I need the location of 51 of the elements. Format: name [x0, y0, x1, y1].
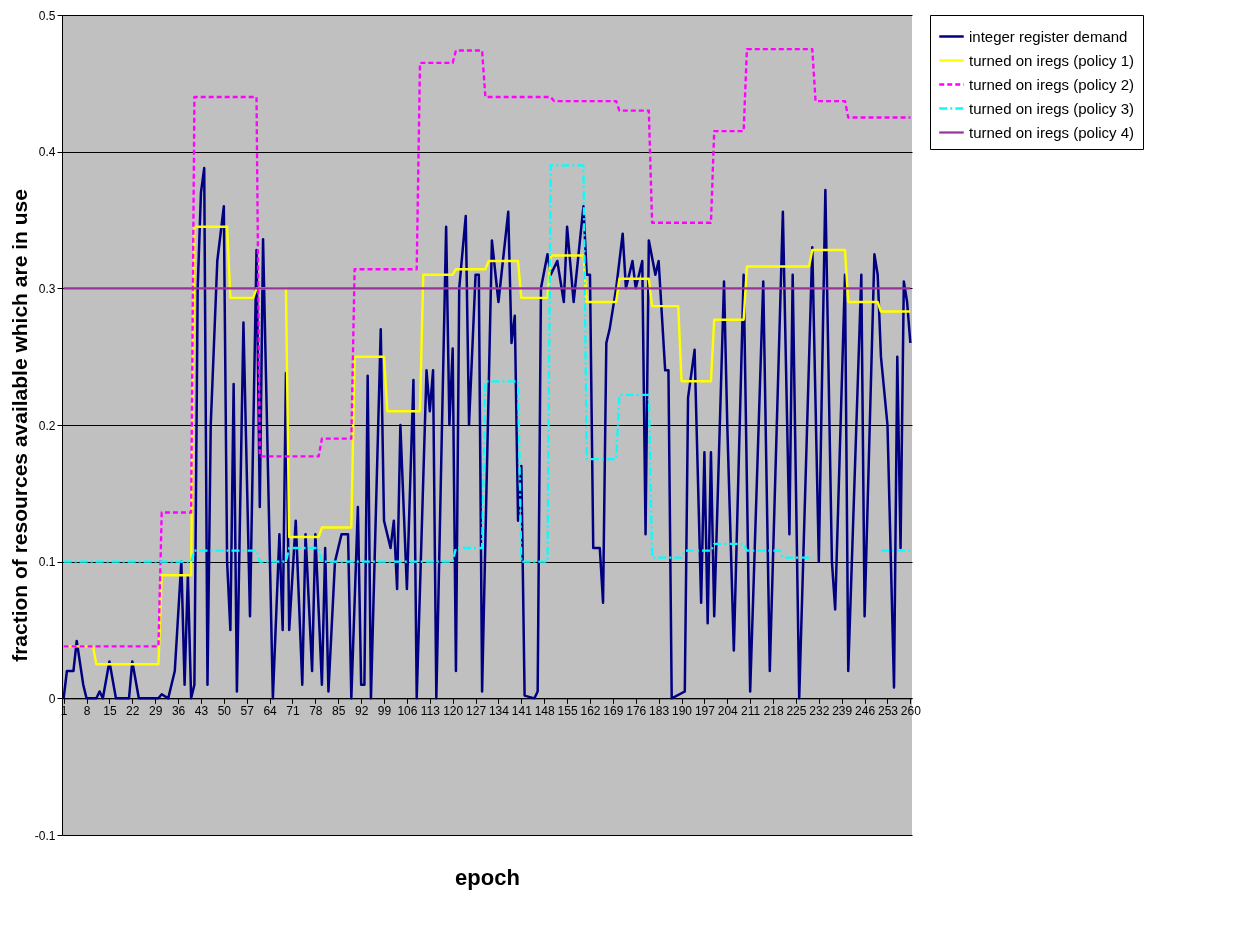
x-tick-label: 50 — [217, 703, 232, 718]
x-tick-label: 78 — [309, 703, 323, 718]
y-tick-label: 0.2 — [38, 418, 56, 433]
x-tick-label: 148 — [534, 703, 556, 718]
x-tick-label: 134 — [488, 703, 510, 718]
x-tick-label: 85 — [332, 703, 346, 718]
x-tick-label: 162 — [580, 703, 601, 718]
x-tick-label: 239 — [832, 703, 853, 718]
y-tick-label: 0.1 — [38, 555, 56, 570]
x-tick-label: 211 — [741, 703, 761, 718]
x-tick-label: 113 — [420, 703, 441, 718]
y-axis-title: fraction of resources available which are in use — [7, 189, 31, 662]
x-axis-title: epoch — [455, 864, 520, 890]
x-tick-label: 8 — [83, 703, 91, 718]
x-tick-label: 15 — [103, 703, 117, 718]
legend-label: turned on iregs (policy 4) — [969, 123, 1135, 141]
legend-label: integer register demand — [969, 27, 1128, 45]
x-tick-label: 64 — [263, 703, 278, 718]
x-tick-label: 29 — [148, 703, 163, 718]
x-tick-label: 155 — [557, 703, 578, 718]
x-tick-label: 190 — [672, 703, 693, 718]
x-tick-label: 176 — [626, 703, 647, 718]
x-tick-label: 120 — [443, 703, 464, 718]
x-tick-label: 225 — [786, 703, 807, 718]
x-tick-label: 57 — [240, 703, 255, 718]
x-tick-label: 71 — [286, 703, 300, 718]
x-tick-label: 99 — [377, 703, 392, 718]
x-tick-label: 141 — [511, 703, 533, 718]
x-tick-label: 169 — [603, 703, 624, 718]
x-tick-label: 232 — [809, 703, 830, 718]
legend-label: turned on iregs (policy 2) — [969, 75, 1135, 93]
x-tick-label: 218 — [763, 703, 784, 718]
y-tick-label: 0.5 — [38, 8, 56, 23]
x-tick-label: 204 — [717, 703, 739, 718]
x-tick-label: 127 — [466, 703, 487, 718]
y-tick-label: 0 — [48, 691, 56, 706]
y-tick-label: -0.1 — [34, 828, 56, 843]
x-tick-label: 197 — [694, 703, 716, 718]
legend-label: turned on iregs (policy 3) — [969, 99, 1135, 117]
y-tick-label: 0.3 — [38, 281, 56, 296]
y-tick-label: 0.4 — [38, 145, 56, 160]
x-tick-label: 22 — [126, 703, 140, 718]
x-tick-label: 36 — [171, 703, 186, 718]
x-tick-label: 260 — [900, 703, 922, 718]
x-tick-label: 43 — [194, 703, 209, 718]
x-tick-label: 183 — [649, 703, 670, 718]
x-tick-label: 92 — [354, 703, 369, 718]
legend-label: turned on iregs (policy 1) — [969, 51, 1135, 69]
x-tick-label: 253 — [877, 703, 899, 718]
x-tick-label: 246 — [855, 703, 876, 718]
x-tick-label: 106 — [397, 703, 418, 718]
